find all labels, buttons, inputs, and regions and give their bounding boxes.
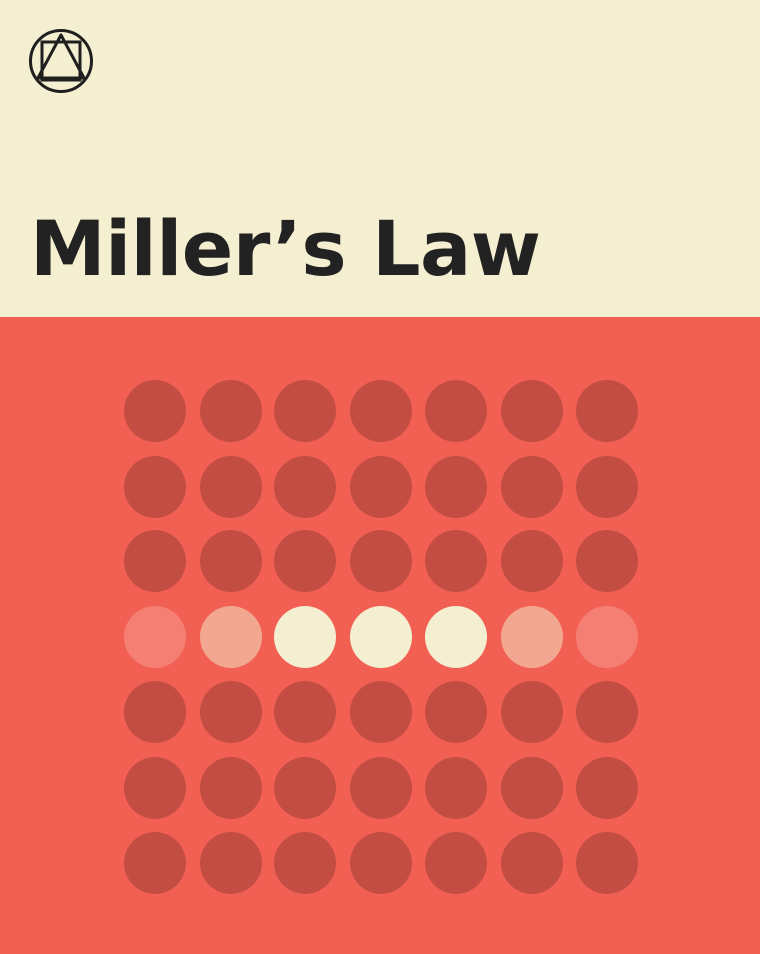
highlight-dot (576, 606, 638, 668)
dot (501, 380, 563, 442)
dot (200, 832, 262, 894)
dot (501, 832, 563, 894)
dot (350, 530, 412, 592)
dot (425, 681, 487, 743)
dot (350, 757, 412, 819)
dot (425, 530, 487, 592)
highlight-dot (350, 606, 412, 668)
highlight-dot (200, 606, 262, 668)
dot (274, 832, 336, 894)
dot (274, 757, 336, 819)
circle-square-triangle-icon (28, 28, 94, 94)
dot-grid (124, 380, 640, 894)
dot (576, 380, 638, 442)
dot (274, 456, 336, 518)
dot (425, 832, 487, 894)
dot (501, 456, 563, 518)
dot (200, 530, 262, 592)
dot (274, 380, 336, 442)
card-header: Miller’s Law (0, 0, 760, 317)
dot (576, 530, 638, 592)
dot (200, 757, 262, 819)
dot (576, 757, 638, 819)
dot (124, 832, 186, 894)
dot (501, 530, 563, 592)
dot (200, 681, 262, 743)
dot (350, 681, 412, 743)
dot (576, 832, 638, 894)
dot (425, 456, 487, 518)
dot (274, 681, 336, 743)
dot (200, 456, 262, 518)
highlight-dot (124, 606, 186, 668)
dot (274, 530, 336, 592)
dot (425, 380, 487, 442)
dot (200, 380, 262, 442)
dot (350, 456, 412, 518)
highlight-dot (425, 606, 487, 668)
dot (576, 456, 638, 518)
dot (124, 380, 186, 442)
dot (350, 380, 412, 442)
dot (425, 757, 487, 819)
dot (124, 757, 186, 819)
dot (350, 832, 412, 894)
dot (576, 681, 638, 743)
dot (124, 681, 186, 743)
dot (124, 456, 186, 518)
illustration-panel (0, 317, 760, 954)
highlight-dot (274, 606, 336, 668)
page-title: Miller’s Law (30, 204, 541, 293)
dot (501, 757, 563, 819)
dot (501, 681, 563, 743)
highlight-dot (501, 606, 563, 668)
dot (124, 530, 186, 592)
